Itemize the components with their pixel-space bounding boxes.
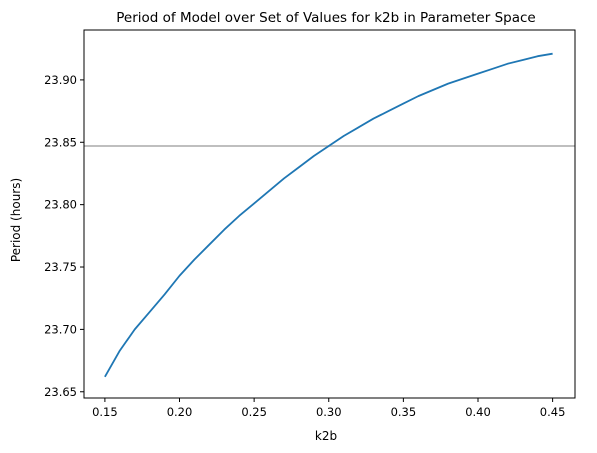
y-tick-label: 23.70: [44, 322, 77, 336]
x-axis-label: k2b: [315, 429, 337, 443]
x-tick-label: 0.35: [391, 405, 417, 419]
x-tick-label: 0.40: [465, 405, 491, 419]
y-tick-label: 23.80: [44, 198, 77, 212]
x-tick-label: 0.15: [92, 405, 118, 419]
series-line-0: [104, 52, 553, 378]
plot-area: [83, 29, 576, 399]
y-tick-label: 23.75: [44, 260, 77, 274]
y-axis-ticks: 23.65 23.70 23.75 23.80 23.85 23.90: [44, 73, 84, 399]
y-tick-label: 23.90: [44, 73, 77, 87]
y-axis-label: Period (hours): [9, 178, 23, 262]
x-tick-label: 0.30: [316, 405, 342, 419]
chart-title: Period of Model over Set of Values for k…: [116, 10, 535, 26]
y-tick-label: 23.85: [44, 135, 77, 149]
axes-frame: [83, 29, 576, 399]
y-tick-label: 23.65: [44, 385, 77, 399]
x-axis-ticks: 0.15 0.20 0.25 0.30 0.35 0.40 0.45: [92, 398, 565, 419]
x-tick-label: 0.20: [167, 405, 193, 419]
x-tick-label: 0.45: [540, 405, 566, 419]
x-tick-label: 0.25: [241, 405, 267, 419]
